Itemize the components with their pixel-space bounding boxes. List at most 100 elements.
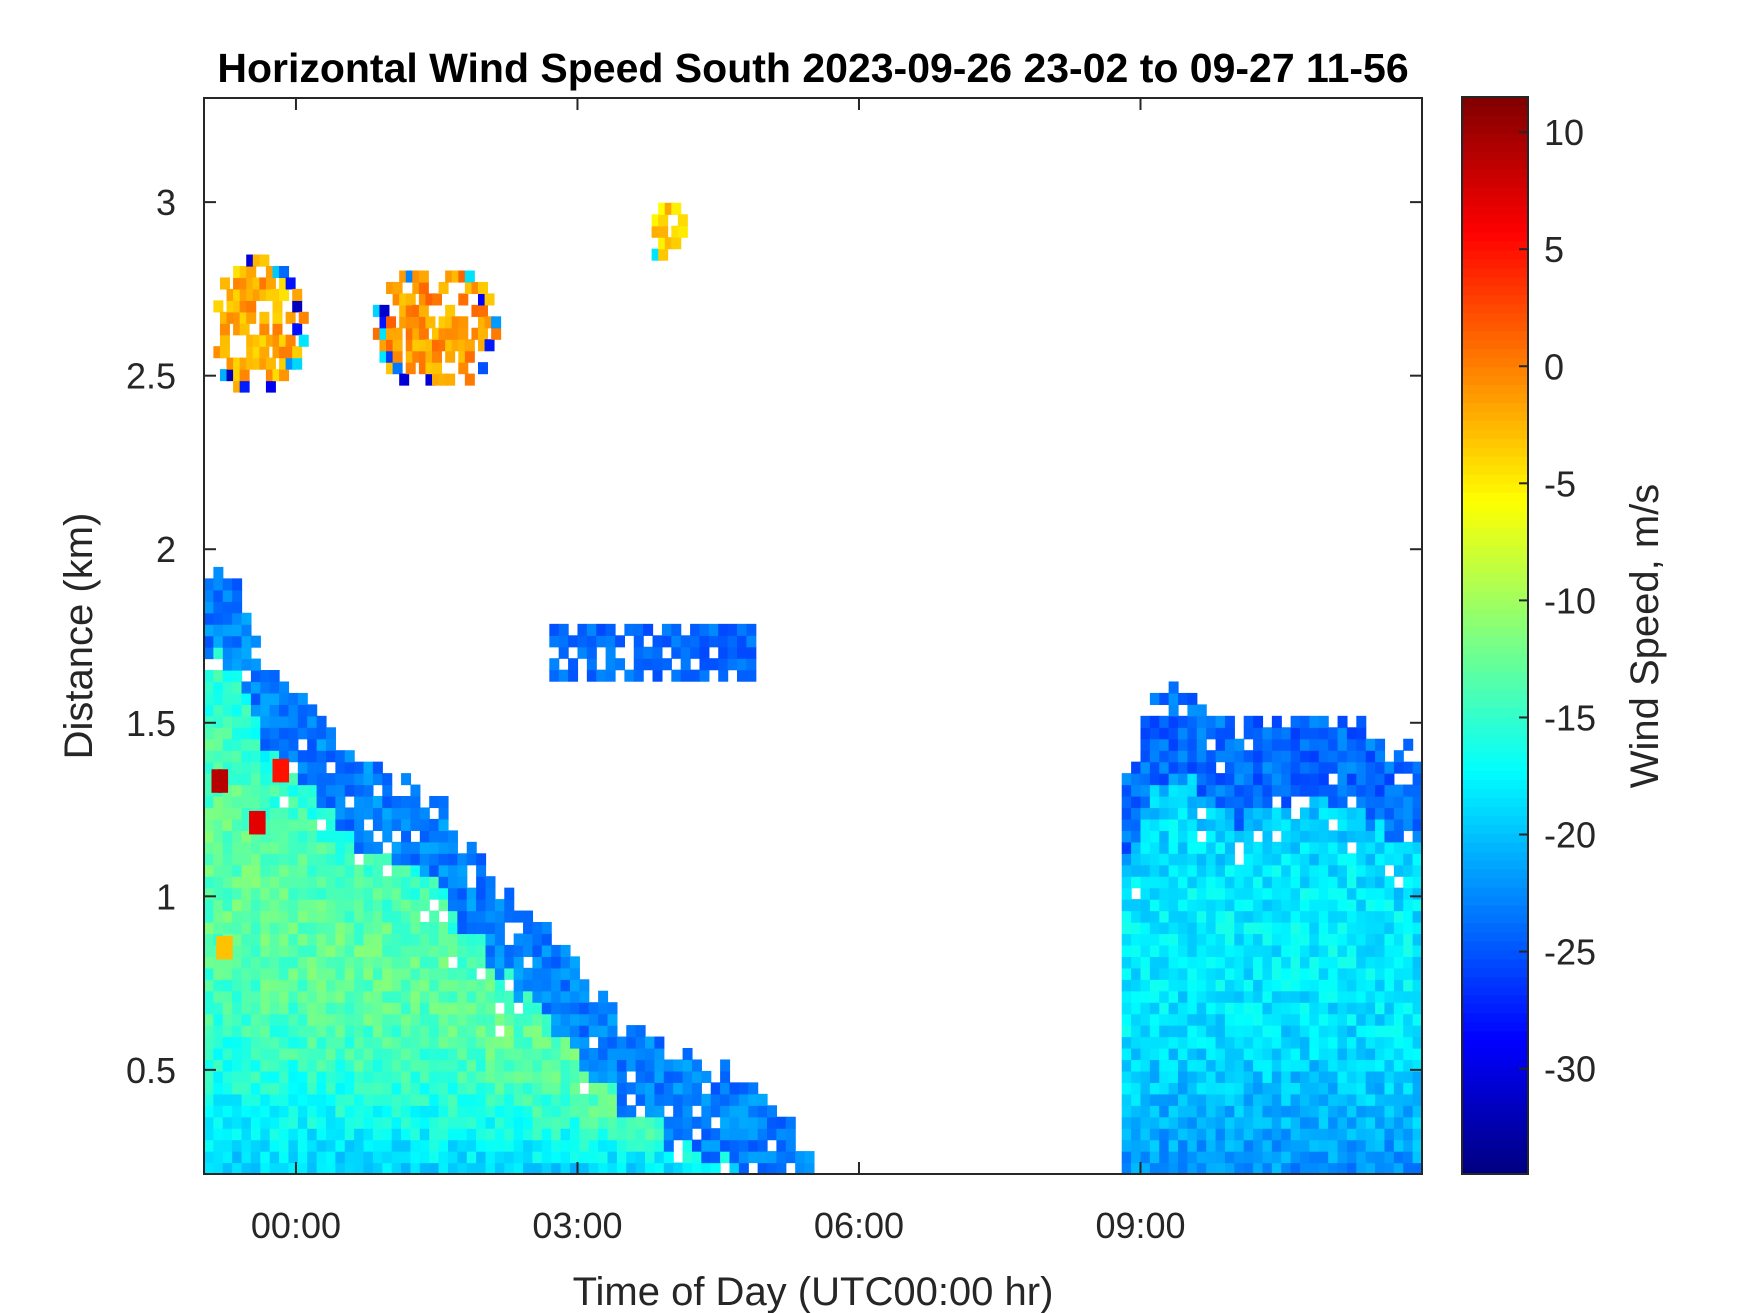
heatmap-cell [1337, 1139, 1348, 1152]
heatmap-cell [560, 1116, 571, 1129]
heatmap-cell [466, 922, 477, 935]
heatmap-cell [335, 922, 346, 935]
heatmap-cell [222, 876, 233, 889]
heatmap-cell [718, 658, 729, 671]
heatmap-cell [551, 1025, 562, 1038]
heatmap-cell [1346, 967, 1357, 980]
colorbar-swatch [1462, 653, 1528, 664]
heatmap-cell [344, 1128, 355, 1141]
heatmap-cell [673, 1059, 684, 1072]
heatmap-cell [1178, 944, 1189, 957]
heatmap-cell [419, 967, 430, 980]
heatmap-cell [419, 1139, 430, 1152]
heatmap-cell [410, 864, 421, 877]
heatmap-cell [1206, 773, 1217, 786]
heatmap-cell [1159, 887, 1170, 900]
heatmap-cell [1224, 1116, 1235, 1129]
heatmap-cell [382, 796, 393, 809]
heatmap-cell [204, 1013, 214, 1026]
heatmap-cell [476, 1013, 487, 1026]
heatmap-cell [1318, 922, 1329, 935]
heatmap-cell [1149, 887, 1160, 900]
heatmap-cell [297, 1116, 308, 1129]
heatmap-cell [1290, 979, 1301, 992]
heatmap-cell [297, 773, 308, 786]
heatmap-cell [279, 853, 290, 866]
heatmap-cell [335, 990, 346, 1003]
heatmap-cell [1328, 830, 1339, 843]
heatmap-cell [1393, 944, 1404, 957]
heatmap-cell [232, 933, 243, 946]
heatmap-cell [438, 830, 449, 843]
heatmap-cell [213, 589, 224, 602]
heatmap-cell [204, 578, 214, 591]
heatmap-cell [391, 1139, 402, 1152]
heatmap-cell [272, 334, 283, 347]
heatmap-cell [1206, 922, 1217, 935]
heatmap-cell [1309, 796, 1320, 809]
heatmap-cell [457, 864, 468, 877]
heatmap-cell [541, 933, 552, 946]
heatmap-cell [1271, 807, 1282, 820]
heatmap-cell [241, 818, 252, 831]
heatmap-cell [269, 933, 280, 946]
heatmap-cell [577, 623, 588, 636]
heatmap-cell [720, 1070, 731, 1083]
heatmap-cell [344, 773, 355, 786]
heatmap-cell [438, 818, 449, 831]
heatmap-cell [401, 944, 412, 957]
heatmap-cell [325, 1070, 336, 1083]
heatmap-cell [401, 796, 412, 809]
heatmap-cell [1234, 807, 1245, 820]
heatmap-cell [265, 357, 276, 370]
heatmap-cell [1149, 910, 1160, 923]
heatmap-cell [532, 990, 543, 1003]
heatmap-cell [1224, 1082, 1235, 1095]
heatmap-cell [288, 1002, 299, 1015]
heatmap-cell [239, 288, 250, 301]
heatmap-cell [1206, 1013, 1217, 1026]
heatmap-cell [1393, 784, 1404, 797]
heatmap-cell [204, 876, 214, 889]
heatmap-cell [1393, 864, 1404, 877]
heatmap-cell [494, 1013, 505, 1026]
heatmap-cell [307, 727, 318, 740]
heatmap-cell [1253, 807, 1264, 820]
heatmap-cell [204, 601, 214, 614]
heatmap-cell [233, 311, 244, 324]
heatmap-cell [1328, 864, 1339, 877]
colorbar-swatch [1462, 877, 1528, 888]
heatmap-cell [551, 1151, 562, 1164]
heatmap-cell [458, 362, 469, 375]
heatmap-cell [307, 979, 318, 992]
heatmap-cell [464, 373, 475, 386]
heatmap-cell [1178, 830, 1189, 843]
heatmap-cell [1346, 750, 1357, 763]
heatmap-cell [476, 944, 487, 957]
heatmap-cell [401, 1162, 412, 1174]
heatmap-cell [222, 658, 233, 671]
heatmap-cell [1253, 727, 1264, 740]
heatmap-cell [213, 681, 224, 694]
heatmap-cell [682, 1093, 693, 1106]
heatmap-cell [1356, 841, 1367, 854]
heatmap-cell [523, 1048, 534, 1061]
heatmap-cell [466, 1105, 477, 1118]
heatmap-cell [1262, 1093, 1273, 1106]
heatmap-cell [633, 646, 644, 659]
heatmap-cell [485, 876, 496, 889]
heatmap-cell [447, 1036, 458, 1049]
heatmap-cell [354, 864, 365, 877]
heatmap-cell [748, 1093, 759, 1106]
heatmap-cell [204, 841, 214, 854]
heatmap-cell [1178, 1070, 1189, 1083]
heatmap-cell [391, 1070, 402, 1083]
heatmap-cell [680, 646, 691, 659]
heatmap-cell [1318, 773, 1329, 786]
heatmap-cell [1290, 773, 1301, 786]
heatmap-cell [288, 910, 299, 923]
heatmap-cell [1215, 979, 1226, 992]
heatmap-cell [410, 807, 421, 820]
heatmap-cell [232, 624, 243, 637]
colorbar-swatch [1462, 931, 1528, 942]
